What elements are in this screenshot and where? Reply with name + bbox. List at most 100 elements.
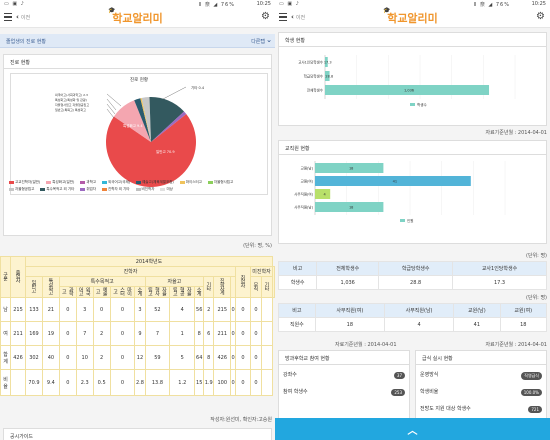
pie-slice bbox=[113, 100, 151, 142]
table-cell: 302 bbox=[25, 345, 43, 370]
th-gubun: 구분 bbox=[0, 256, 11, 298]
bar bbox=[315, 176, 471, 186]
table-cell: 3 bbox=[75, 297, 94, 322]
gear-icon[interactable]: ⚙ bbox=[536, 11, 545, 22]
legend-label: 자율형공립고 bbox=[15, 187, 35, 191]
scroll-top-bar[interactable]: ︿ bbox=[275, 418, 550, 440]
table-cell: 17.3 bbox=[452, 275, 547, 290]
unit-label: (단위: 명) bbox=[526, 295, 547, 301]
status-bar-left: ▭ ▣ ♪ Ⅱ 奈 ◢ 76% 10:25 bbox=[0, 0, 275, 8]
bar-value-label: 4 bbox=[323, 193, 326, 197]
chevron-left-icon: ‹ bbox=[291, 13, 294, 21]
th-jinhak: 진학자 bbox=[25, 266, 236, 277]
legend-label: 과학고 bbox=[86, 180, 97, 184]
row-label: 비율 bbox=[0, 369, 11, 396]
stat-badge: 100.0% bbox=[520, 389, 542, 396]
table-cell: 12 bbox=[134, 345, 146, 370]
th-foreign: 외국어고 bbox=[75, 286, 94, 298]
table-cell: 5 bbox=[169, 345, 196, 370]
section-header[interactable]: 졸업생의 진로 현황 다른탭 ⌄ bbox=[0, 34, 275, 48]
writer-label: 작성자:원선미, 확인자:고승원 bbox=[210, 417, 272, 423]
card-title: 급식 실시 현황 bbox=[416, 351, 546, 365]
stat-row: 전방도 지원 대상 학생수 721 bbox=[420, 405, 542, 417]
table-cell: 0 bbox=[234, 369, 251, 396]
table-cell: 41 bbox=[453, 317, 501, 332]
bar bbox=[325, 85, 490, 95]
legend-item: 취업자 bbox=[80, 186, 96, 193]
date-label: 자료기준년월 : 2014-04-01 bbox=[335, 342, 397, 348]
pie-label-top1: 외국어고(사회과학고) 2.3 bbox=[55, 93, 88, 97]
table-cell: 2 bbox=[203, 297, 215, 322]
section-dropdown-label[interactable]: 다른탭 bbox=[251, 39, 265, 45]
bar-category-label: 교사1인당학생수 bbox=[298, 60, 324, 65]
pie-label-top3: 자율형사립고 자율형공립고 bbox=[55, 103, 90, 107]
table-cell: 70.9 bbox=[25, 369, 43, 396]
table-cell: 직원수 bbox=[278, 317, 316, 332]
table-cell: 15 bbox=[194, 369, 205, 396]
th-job: 취업자 bbox=[234, 266, 251, 298]
app-bar-left: ‹ 이전 🎓 학교알리미 ⚙ bbox=[0, 7, 275, 28]
table-cell: 40 bbox=[41, 345, 60, 370]
pie-leader-line bbox=[106, 93, 122, 107]
stat-badge: 253 bbox=[391, 389, 405, 396]
pie-chart-box: 진로 현황 일반고 70.9 특성화고 9.4 기타 0.4 외국어고(사회과학… bbox=[10, 73, 268, 195]
chevron-down-icon[interactable]: ⌄ bbox=[266, 36, 272, 44]
row-label: 합계 bbox=[0, 345, 11, 370]
table-cell: 9 bbox=[134, 321, 146, 346]
gear-icon[interactable]: ⚙ bbox=[261, 11, 270, 22]
table-cell: 0 bbox=[249, 297, 262, 322]
menu-icon[interactable] bbox=[4, 13, 12, 21]
legend-swatch bbox=[102, 180, 108, 184]
legend-swatch bbox=[9, 180, 14, 184]
chevron-up-icon[interactable]: ︿ bbox=[407, 426, 418, 437]
th-spacer bbox=[272, 266, 275, 298]
table-cell: 8 bbox=[203, 345, 215, 370]
legend-label: 미상 bbox=[166, 187, 173, 191]
bar-category-label: 교원(남) bbox=[301, 166, 314, 171]
staff-bar-chart: 교원(남) 18 교원(여) 41 사무직원(여) 4 사무직원(남) 18 인원 bbox=[294, 161, 506, 223]
bar-value-label: 1,036 bbox=[404, 89, 414, 93]
table-cell: 215 bbox=[10, 297, 26, 322]
bar bbox=[315, 189, 331, 199]
chevron-left-icon: ‹ bbox=[16, 13, 19, 21]
table-cell: 0 bbox=[109, 369, 136, 396]
table-cell bbox=[10, 369, 26, 396]
legend-item: 과학고 bbox=[80, 179, 96, 186]
back-button[interactable]: ‹ 이전 bbox=[291, 13, 305, 21]
table-row: 남 215 133 21 0 3 0 0 3 52 4 56 2 215 0 0 0 bbox=[0, 297, 275, 322]
status-bar-right: ▭ ▣ ♪ Ⅱ 奈 ◢ 76% 10:25 bbox=[275, 0, 550, 8]
table-cell: 10 bbox=[75, 345, 94, 370]
bar-value-label: 28.8 bbox=[325, 75, 333, 79]
table-header-cell: 사무직원(남) bbox=[383, 303, 455, 318]
table-header-cell: 비고 bbox=[277, 261, 318, 276]
legend-label: 자율형사립고 bbox=[213, 180, 234, 184]
table-cell: 1.9 bbox=[203, 369, 215, 396]
bar-value-label: 17.3 bbox=[324, 61, 332, 65]
table-cell: 0 bbox=[58, 321, 77, 346]
pie-slice bbox=[106, 114, 196, 187]
logo-text: 학교알리미 bbox=[387, 12, 438, 25]
th-tech: 특성화고 bbox=[41, 276, 60, 298]
back-button[interactable]: ‹ 이전 bbox=[16, 13, 30, 21]
legend-label: 특수목적고 외 기타 bbox=[46, 187, 75, 191]
legend-item: 미상 bbox=[160, 186, 173, 193]
table-cell-spacer bbox=[260, 369, 274, 396]
pie-label-second: 특성화고 9.4 bbox=[123, 124, 143, 128]
table-cell: 0 bbox=[109, 297, 136, 322]
status-time: 10:25 bbox=[256, 1, 271, 7]
stat-row: 학생비율 100.0% bbox=[420, 388, 542, 400]
table-cell: 211 bbox=[213, 321, 232, 346]
table-cell-spacer bbox=[260, 297, 274, 322]
table-cell: 0 bbox=[58, 345, 77, 370]
table-cell: 2.8 bbox=[134, 369, 146, 396]
pie-slice bbox=[141, 97, 151, 142]
table-cell: 18 bbox=[314, 317, 385, 332]
menu-icon[interactable] bbox=[279, 13, 287, 21]
table-header-cell: 사무직원(여) bbox=[314, 303, 385, 318]
status-indicators: Ⅱ 奈 ◢ 76% bbox=[473, 2, 510, 8]
table-cell: 211 bbox=[10, 321, 26, 346]
guide-card[interactable]: 공시가이드 bbox=[3, 428, 272, 440]
table-cell: 21 bbox=[41, 297, 60, 322]
table-header-cell: 전체학생수 bbox=[316, 261, 380, 276]
row-label: 여 bbox=[0, 321, 11, 346]
